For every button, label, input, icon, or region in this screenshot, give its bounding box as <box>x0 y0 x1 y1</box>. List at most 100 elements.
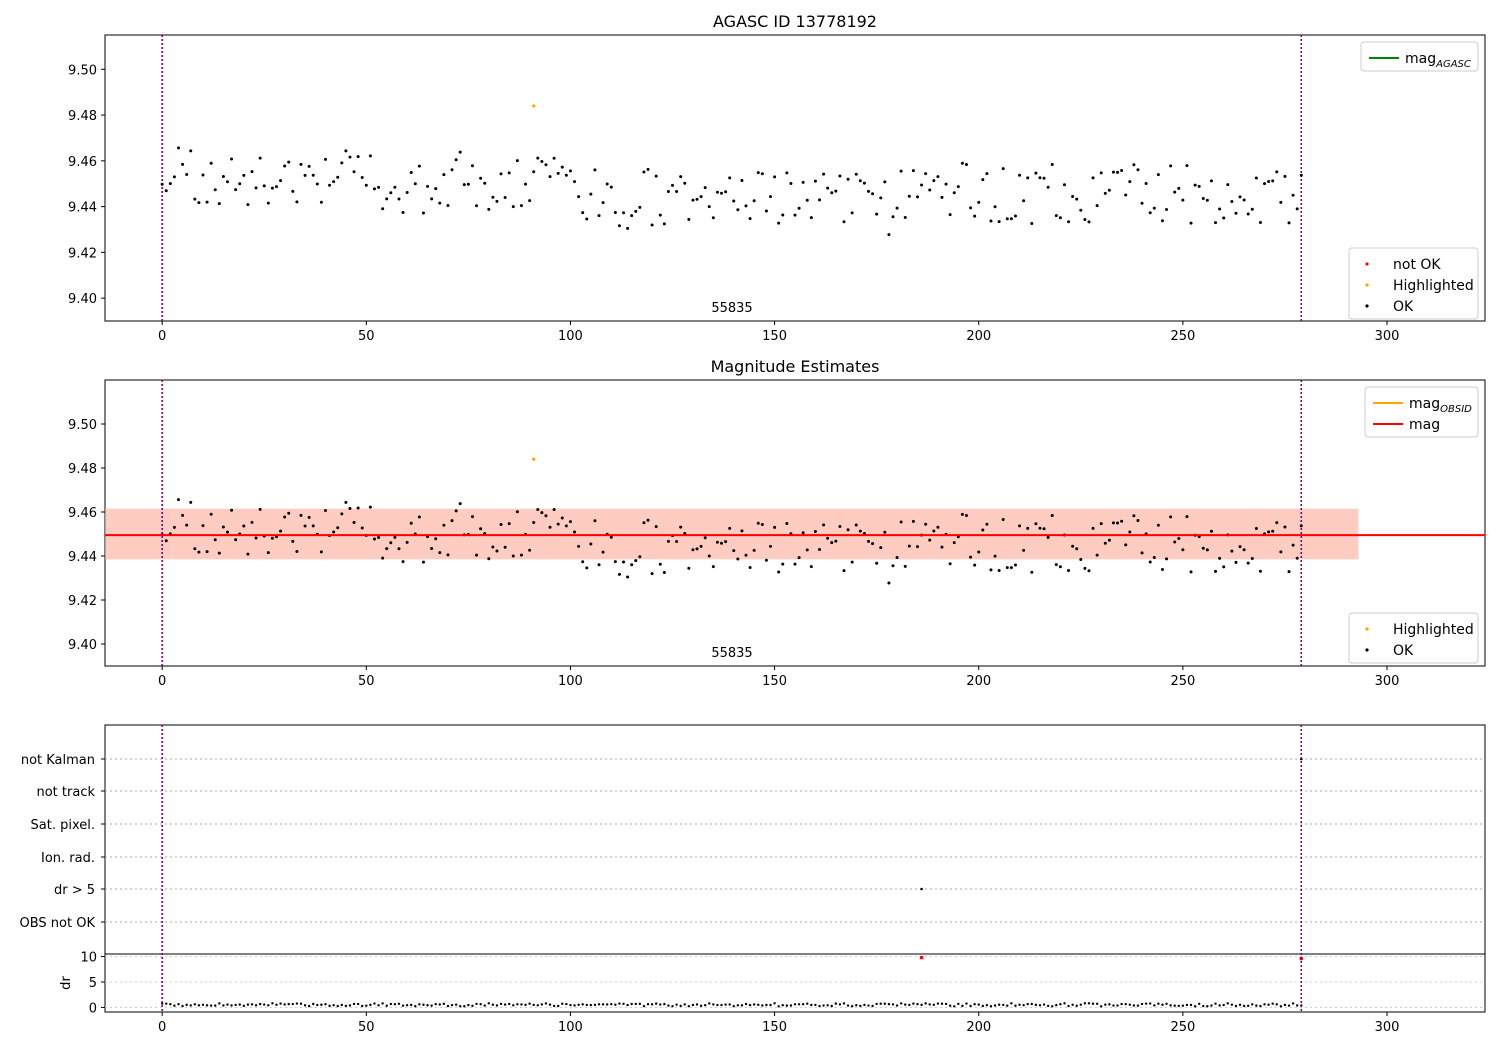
dr-point <box>401 1004 405 1007</box>
mid-ok-point <box>666 539 670 543</box>
dr-point <box>822 1004 825 1007</box>
dr-point <box>361 1004 364 1008</box>
top-ok-point <box>756 171 760 175</box>
dr-point <box>450 1003 454 1007</box>
mid-ok-point <box>1050 514 1054 518</box>
dr-outlier-point <box>919 955 924 960</box>
top-ok-point <box>830 191 834 195</box>
mid-ok-point <box>1083 566 1087 570</box>
top-ok-point <box>617 224 621 228</box>
dr-point <box>818 1004 821 1008</box>
mid-ok-point <box>372 537 376 541</box>
dr-point <box>912 1002 915 1005</box>
top-ok-point <box>1242 198 1246 202</box>
top-ok-point <box>311 173 315 177</box>
dr-point <box>454 1003 458 1006</box>
top-ok-point <box>1050 163 1054 167</box>
dr-point <box>1234 1004 1238 1008</box>
mid-ok-point <box>773 525 777 529</box>
dr-point <box>1267 1003 1270 1006</box>
top-ok-point <box>1222 216 1226 220</box>
dr-point <box>267 1004 270 1007</box>
mid-ok-point <box>850 560 854 564</box>
mid-ok-point <box>1250 556 1254 560</box>
top-ok-point <box>1271 179 1275 183</box>
top-ok-point <box>483 181 487 185</box>
top-ok-point <box>1005 217 1009 221</box>
dr-point <box>165 1002 168 1005</box>
mid-ok-point <box>809 565 813 569</box>
mid-ok-point <box>258 507 262 511</box>
axes-frame-bottom <box>104 724 1486 1013</box>
top-ytick-label: 9.40 <box>68 292 97 307</box>
mid-ok-point <box>740 529 744 533</box>
mid-ok-point <box>385 547 389 551</box>
top-ok-point <box>360 175 364 179</box>
mid-ok-point <box>1152 555 1156 559</box>
top-ok-point <box>172 175 176 179</box>
dr-point <box>899 1002 903 1005</box>
mid-ok-point <box>446 553 450 557</box>
top-ok-point <box>626 226 630 230</box>
dr-point <box>1295 1004 1299 1007</box>
top-ok-point <box>683 181 687 185</box>
dr-point <box>895 1004 899 1007</box>
top-ok-point <box>805 198 809 202</box>
mid-ok-point <box>687 566 691 570</box>
axes-frame-middle <box>104 379 1486 667</box>
top-ok-point <box>985 172 989 176</box>
top-ok-point <box>862 181 866 185</box>
dr-point <box>258 1002 262 1006</box>
mid-ok-point <box>875 561 879 565</box>
mid-ok-point <box>760 522 764 526</box>
top-ok-point <box>1148 211 1152 215</box>
top-ok-point <box>548 175 552 179</box>
dr-point <box>891 1003 895 1006</box>
panel-flags: not Kalman not track Sat. pixel. Ion. rad. d… <box>20 724 1486 1035</box>
top-ok-point <box>254 186 258 190</box>
mid-ok-point <box>813 530 817 534</box>
top-ok-point <box>932 179 936 183</box>
mid-ok-point <box>1279 550 1283 554</box>
dr-point <box>1214 1002 1217 1005</box>
mid-ok-point <box>899 520 903 524</box>
dr-point <box>299 1002 303 1005</box>
dr-point <box>1051 1005 1054 1008</box>
dr-point <box>589 1003 593 1007</box>
top-ok-point <box>940 195 944 199</box>
mid-ok-point <box>568 520 572 524</box>
top-lower-legend-label: not OK <box>1393 257 1441 273</box>
dr-point <box>850 1005 854 1008</box>
dr-ytick-label: 10 <box>80 951 97 966</box>
top-ok-point <box>760 172 764 176</box>
top-ok-point <box>344 149 348 153</box>
dr-point <box>1038 1004 1042 1007</box>
dr-point <box>193 1003 197 1006</box>
dr-point <box>397 1002 401 1005</box>
mid-ok-point <box>1022 548 1026 552</box>
dr-point <box>748 1003 752 1007</box>
mid-ok-point <box>1120 519 1124 523</box>
mid-ytick-label: 9.48 <box>68 462 97 477</box>
mid-ok-point <box>1283 525 1287 529</box>
top-ok-point <box>858 179 862 183</box>
top-ok-point <box>356 155 360 159</box>
mid-ok-point <box>977 550 981 554</box>
dr-point <box>1006 1004 1009 1007</box>
top-ok-point <box>185 172 189 176</box>
top-ok-point <box>332 180 336 184</box>
top-ok-point <box>854 172 858 176</box>
top-ok-point <box>781 213 785 217</box>
dr-point <box>532 1003 535 1007</box>
dr-point <box>985 1003 989 1007</box>
mid-ok-point <box>797 556 801 560</box>
top-ok-point <box>201 173 205 177</box>
mid-ok-point <box>720 541 724 545</box>
mid-ok-point <box>622 560 626 564</box>
top-ok-point <box>671 183 675 187</box>
dr-point <box>879 1002 882 1005</box>
dr-point <box>467 1003 470 1007</box>
1|mid-xtick-label: 0 <box>158 674 166 689</box>
dr-point <box>271 1002 274 1005</box>
dr-point <box>920 1003 923 1007</box>
